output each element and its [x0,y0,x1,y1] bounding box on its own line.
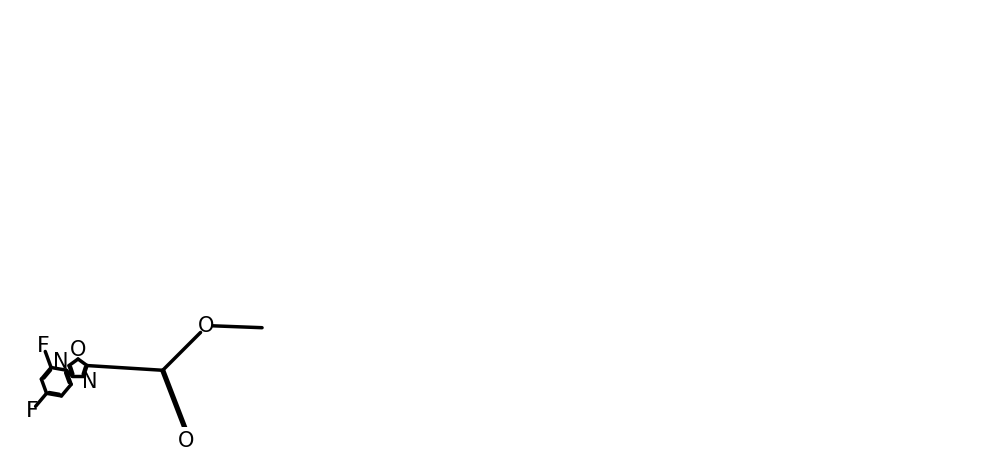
Text: F: F [37,336,50,356]
Text: F: F [26,400,38,421]
Text: O: O [198,316,214,336]
Text: O: O [70,340,86,360]
Text: N: N [82,372,97,392]
Text: N: N [53,352,69,372]
Text: O: O [178,431,194,450]
